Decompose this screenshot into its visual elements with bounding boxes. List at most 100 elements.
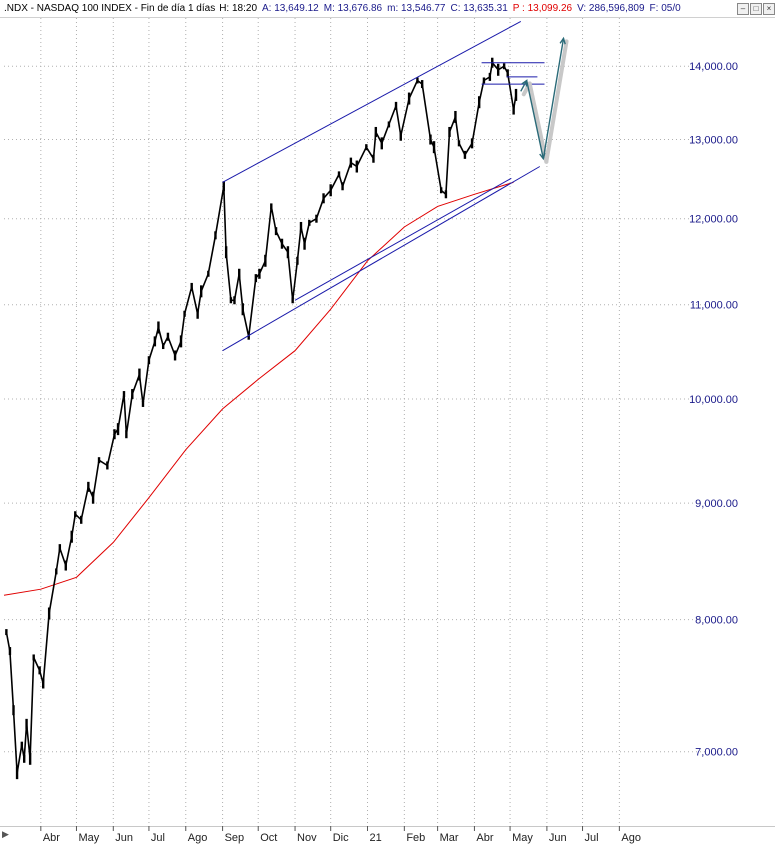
- price-line: [5, 60, 517, 774]
- price-bar: [470, 138, 474, 149]
- price-bar: [439, 187, 443, 194]
- open-readout: A: 13,649.12: [262, 3, 319, 14]
- window-minimize-button[interactable]: –: [737, 3, 749, 15]
- price-bar: [147, 356, 151, 365]
- y-tick-label: 12,000.00: [689, 214, 738, 226]
- volume-readout: V: 286,596,809: [577, 3, 645, 14]
- y-tick-label: 8,000.00: [695, 615, 738, 627]
- time-readout: H: 18:20: [219, 3, 258, 14]
- price-bar: [420, 80, 424, 89]
- price-bar: [407, 92, 411, 105]
- price-bar: [196, 308, 199, 319]
- price-bar: [299, 221, 303, 232]
- price-bar: [58, 544, 62, 553]
- x-tick-label: Oct: [260, 832, 277, 844]
- price-bar: [372, 154, 375, 163]
- price-bar: [512, 104, 515, 115]
- price-bar: [190, 282, 193, 291]
- price-bar: [173, 350, 177, 361]
- price-bar: [116, 423, 120, 436]
- price-bar: [374, 126, 378, 137]
- price-bar: [296, 256, 299, 265]
- price-bar: [416, 77, 419, 84]
- price-bar: [457, 140, 461, 147]
- price-bar: [341, 182, 344, 191]
- price-bar: [183, 310, 186, 317]
- window-maximize-button[interactable]: □: [750, 3, 762, 15]
- price-bar: [179, 335, 183, 348]
- price-bar: [454, 110, 457, 123]
- projection-arrow-segment: [520, 80, 528, 92]
- price-bar: [308, 219, 311, 226]
- x-tick-label: Mar: [440, 832, 459, 844]
- x-tick-label: Sep: [225, 832, 245, 844]
- moving-average-line: [3, 181, 514, 596]
- price-bar: [247, 333, 250, 340]
- y-tick-label: 11,000.00: [690, 300, 738, 312]
- price-bar: [477, 96, 481, 109]
- price-bar: [91, 491, 95, 504]
- price-bar: [80, 515, 83, 524]
- projection-arrow-segment: [542, 38, 565, 159]
- date-readout: F: 05/0: [649, 3, 681, 14]
- price-bar: [429, 134, 432, 145]
- x-tick-label: Abr: [43, 832, 60, 844]
- price-bar: [55, 568, 58, 575]
- channel-inner-line: [294, 177, 512, 301]
- price-bar: [122, 391, 126, 398]
- price-bar: [113, 429, 116, 440]
- high-readout: M: 13,676.86: [323, 3, 383, 14]
- x-tick-label: Ago: [188, 832, 208, 844]
- price-bar: [315, 214, 318, 223]
- price-bar: [291, 297, 294, 304]
- price-bar: [229, 297, 233, 304]
- price-bar: [254, 274, 258, 283]
- price-bar: [394, 101, 398, 110]
- price-bar: [47, 607, 51, 620]
- price-bar: [387, 121, 391, 128]
- price-bar: [97, 457, 101, 464]
- price-bar: [214, 231, 217, 240]
- x-tick-label: Jun: [549, 832, 567, 844]
- low-readout: m: 13,546.77: [387, 3, 446, 14]
- price-bar: [432, 141, 436, 154]
- price-bar: [141, 400, 145, 407]
- price-bar: [106, 461, 109, 470]
- price-bar: [22, 754, 26, 763]
- price-bar: [258, 268, 261, 279]
- price-bar: [329, 184, 332, 197]
- projection-arrow-shadow: [544, 39, 569, 164]
- price-bar: [270, 203, 273, 210]
- price-bar: [15, 767, 19, 780]
- price-bar: [365, 144, 368, 151]
- scroll-left-icon[interactable]: ▶: [2, 829, 9, 839]
- x-tick-label: 21: [370, 832, 382, 844]
- price-bar: [337, 171, 341, 178]
- price-bar: [161, 343, 165, 350]
- symbol-title: .NDX - NASDAQ 100 INDEX - Fin de día 1 d…: [4, 3, 216, 14]
- price-bar: [200, 285, 203, 298]
- price-bar: [482, 77, 486, 84]
- price-bar: [12, 705, 15, 716]
- y-tick-label: 7,000.00: [695, 747, 738, 759]
- price-bar: [64, 560, 67, 571]
- price-bar: [87, 481, 90, 492]
- price-bar: [355, 160, 359, 173]
- price-bar: [496, 63, 500, 76]
- price-bar: [502, 63, 506, 70]
- price-bar: [38, 666, 41, 675]
- price-bar: [138, 368, 141, 381]
- price-bar: [238, 268, 241, 279]
- price-bar: [514, 88, 518, 101]
- price-bar: [280, 238, 284, 249]
- price-bar: [264, 254, 267, 267]
- x-tick-label: Ago: [621, 832, 641, 844]
- p-readout: P : 13,099.26: [512, 3, 573, 14]
- time-axis: Abr May Jun Jul Ago Sep Oct Nov Dic 21 Feb Mar Abr Ma…: [40, 826, 641, 844]
- price-bar: [399, 130, 402, 141]
- price-bar: [349, 157, 353, 168]
- x-tick-label: Feb: [406, 832, 425, 844]
- price-bar: [303, 237, 306, 250]
